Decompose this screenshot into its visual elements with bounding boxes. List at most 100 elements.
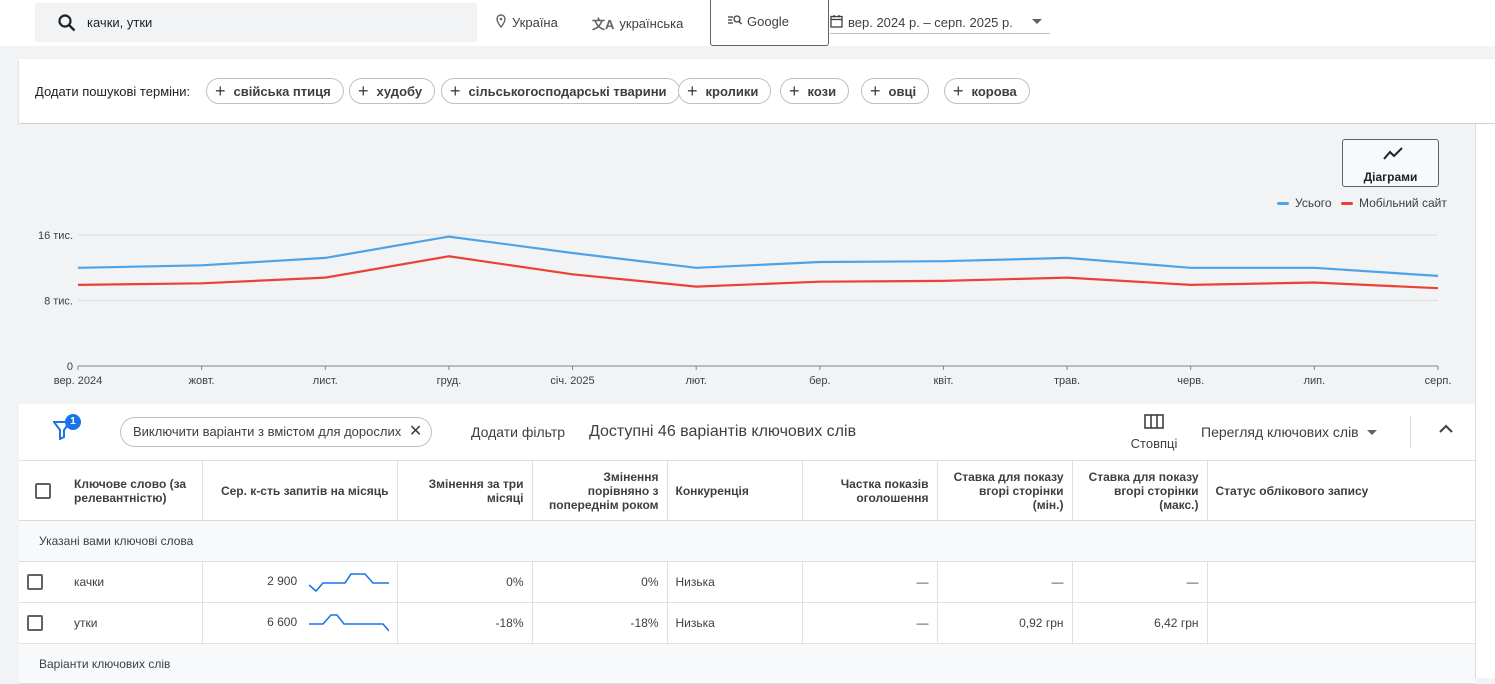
filter-count-badge: 1: [65, 414, 81, 430]
bid-low-cell: 0,92 грн: [937, 602, 1073, 644]
location-selector[interactable]: Україна: [495, 14, 558, 31]
calendar-icon: [830, 14, 843, 31]
divider: [1410, 416, 1411, 448]
date-range-selector[interactable]: вер. 2024 р. – серп. 2025 р.: [830, 12, 1050, 34]
term-chip[interactable]: + корова: [944, 78, 1030, 104]
close-icon[interactable]: ✕: [408, 423, 423, 440]
search-icon: [57, 13, 77, 38]
term-chip[interactable]: + кролики: [678, 78, 772, 104]
term-chip[interactable]: + свійська птиця: [206, 78, 344, 104]
row-checkbox[interactable]: [27, 615, 43, 631]
available-count: Доступні 46 варіантів ключових слів: [589, 423, 857, 440]
bid-high-cell: 6,42 грн: [1072, 602, 1208, 644]
add-terms-label: Додати пошукові терміни:: [35, 84, 191, 99]
term-chip[interactable]: + кози: [780, 78, 850, 104]
bid-high-cell: —: [1072, 561, 1208, 603]
legend-item-mobile[interactable]: Мобільний сайт: [1341, 196, 1447, 210]
avg-searches-cell: 2 900: [202, 561, 398, 603]
term-chip-label: овці: [888, 83, 917, 99]
right-side-panel: [1475, 124, 1495, 678]
legend-label: Усього: [1295, 196, 1332, 210]
table-row[interactable]: качки 2 900 0% 0% Низька — — —: [19, 561, 1475, 603]
term-chip-label: худобу: [376, 83, 423, 99]
network-selector[interactable]: Google: [710, 0, 829, 46]
select-all-cell: [19, 460, 66, 521]
section-row: Варіанти ключових слів: [19, 643, 1475, 684]
date-range-label: вер. 2024 р. – серп. 2025 р.: [848, 15, 1013, 30]
impression-share-cell: —: [802, 561, 938, 603]
table-toolbar: 1 Виключити варіанти з вмістом для дорос…: [19, 404, 1475, 460]
legend-swatch: [1341, 201, 1353, 205]
columns-label: Стовпці: [1130, 436, 1178, 451]
bid-low-cell: —: [937, 561, 1073, 603]
diagrams-button[interactable]: Діаграми: [1342, 139, 1439, 187]
plus-icon: +: [870, 81, 881, 101]
avg-searches-cell: 6 600: [202, 602, 398, 644]
exclude-adult-chip[interactable]: Виключити варіанти з вмістом для доросли…: [120, 417, 433, 447]
table-row[interactable]: утки 6 600 -18% -18% Низька — 0,92 грн 6…: [19, 602, 1475, 644]
plus-icon: +: [215, 81, 226, 101]
col-header-impression-share[interactable]: Частка показів оголошення: [802, 460, 938, 521]
trend-sparkline: [308, 614, 389, 632]
term-chip[interactable]: + овці: [861, 78, 930, 104]
diagrams-label: Діаграми: [1363, 170, 1418, 184]
keyword-table: Ключове слово (за релевантністю) Сер. к-…: [19, 460, 1475, 684]
avg-searches-value: 2 900: [267, 574, 298, 589]
col-header-avg-searches[interactable]: Сер. к-сть запитів на місяць: [202, 460, 398, 521]
plus-icon: +: [358, 81, 369, 101]
row-checkbox[interactable]: [27, 574, 43, 590]
keyword-view-selector[interactable]: Перегляд ключових слів: [1201, 424, 1377, 440]
trend-chart-card: [19, 124, 1475, 404]
chevron-down-icon: [1032, 19, 1042, 24]
trend-sparkline: [308, 573, 389, 593]
language-selector[interactable]: 文A українська: [592, 14, 683, 33]
term-chip-label: кролики: [705, 83, 759, 99]
legend-item-total[interactable]: Усього: [1277, 196, 1332, 210]
competition-cell: Низька: [667, 561, 803, 603]
chevron-down-icon: [1366, 429, 1377, 435]
col-header-bid-high[interactable]: Ставка для показу вгорі сторінки (макс.): [1072, 460, 1208, 521]
top-bar: качки, утки Україна 文A українська Google…: [0, 0, 1495, 46]
section-row: Указані вами ключові слова: [19, 520, 1475, 562]
three-month-cell: 0%: [397, 561, 533, 603]
add-filter-button[interactable]: Додати фільтр: [471, 424, 566, 440]
term-chip-label: сільськогосподарські тварини: [468, 83, 667, 99]
col-header-bid-low[interactable]: Ставка для показу вгорі сторінки (мін.): [937, 460, 1073, 521]
legend-label: Мобільний сайт: [1359, 196, 1447, 210]
table-header-row: Ключове слово (за релевантністю) Сер. к-…: [19, 460, 1475, 521]
term-chip-label: кози: [807, 83, 837, 99]
select-all-checkbox[interactable]: [34, 482, 51, 499]
term-chip[interactable]: + сільськогосподарські тварини: [441, 78, 680, 104]
row-checkbox-cell: [19, 602, 66, 644]
keyword-cell: утки: [66, 602, 203, 644]
three-month-cell: -18%: [397, 602, 533, 644]
language-label: українська: [619, 16, 684, 31]
chevron-up-icon[interactable]: [1437, 422, 1455, 440]
search-input[interactable]: качки, утки: [87, 15, 153, 30]
col-header-yoy[interactable]: Змінення порівняно з попереднім роком: [532, 460, 668, 521]
col-header-competition[interactable]: Конкуренція: [667, 460, 803, 521]
col-header-three-month[interactable]: Змінення за три місяці: [397, 460, 533, 521]
impression-share-cell: —: [802, 602, 938, 644]
col-header-keyword[interactable]: Ключове слово (за релевантністю): [66, 460, 203, 521]
keyword-cell: качки: [66, 561, 203, 603]
search-network-icon: [727, 14, 743, 29]
term-chip-label: корова: [971, 83, 1017, 99]
competition-cell: Низька: [667, 602, 803, 644]
search-box[interactable]: качки, утки: [35, 3, 477, 42]
avg-searches-value: 6 600: [267, 615, 298, 630]
exclude-chip-label: Виключити варіанти з вмістом для доросли…: [133, 424, 402, 439]
add-terms-bar: Додати пошукові терміни: + свійська птиця…: [19, 59, 1495, 123]
columns-button[interactable]: Стовпці: [1126, 414, 1182, 451]
term-chip[interactable]: + худобу: [349, 78, 436, 104]
trending-icon: [1382, 146, 1404, 167]
location-pin-icon: [495, 14, 507, 31]
section-title: Варіанти ключових слів: [19, 643, 1475, 684]
col-header-status[interactable]: Статус облікового запису: [1207, 460, 1475, 521]
legend-swatch: [1277, 201, 1289, 205]
network-label: Google: [747, 14, 789, 29]
status-cell: [1207, 602, 1475, 644]
plus-icon: +: [687, 81, 698, 101]
row-checkbox-cell: [19, 561, 66, 603]
yoy-cell: 0%: [532, 561, 668, 603]
